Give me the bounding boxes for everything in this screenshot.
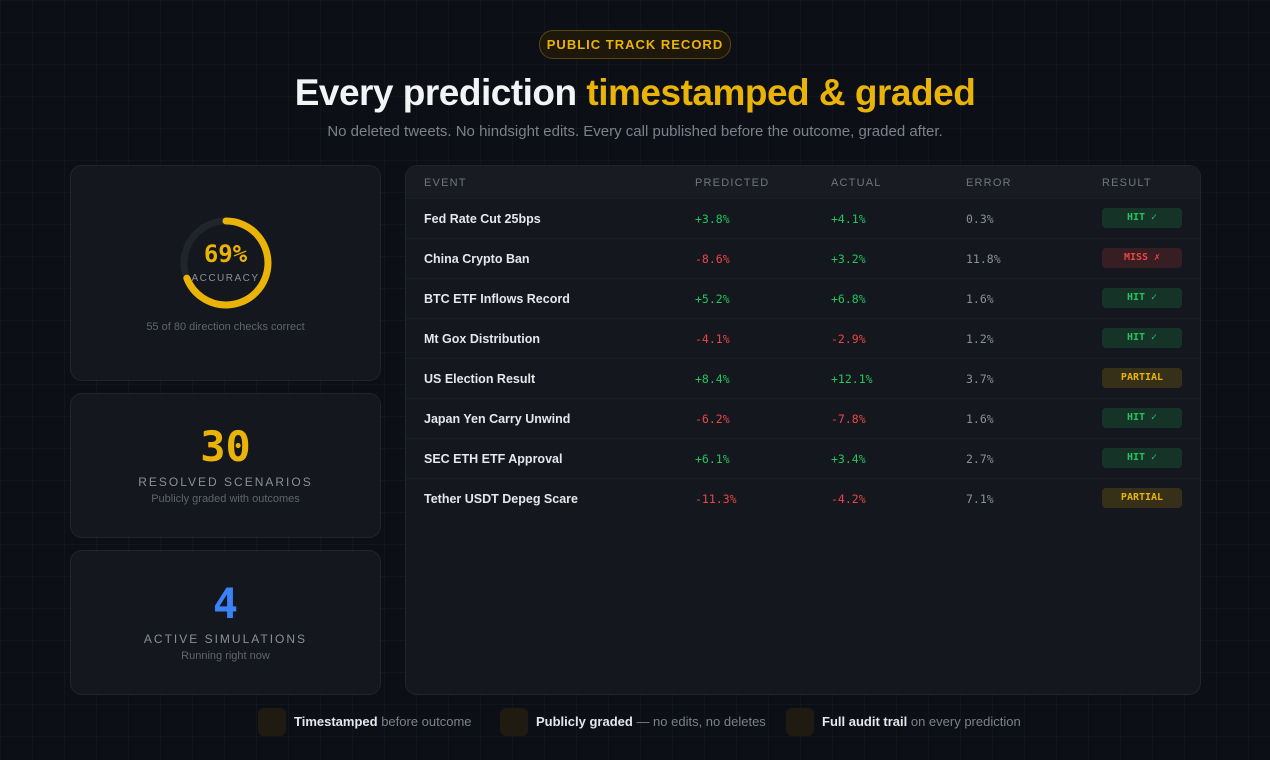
- footer-icon: [500, 708, 528, 736]
- predicted-value: -11.3%: [695, 492, 737, 506]
- event-name: US Election Result: [424, 372, 536, 386]
- footer-icon: [258, 708, 286, 736]
- result-badge: HIT ✓: [1102, 328, 1182, 348]
- title-main: Every prediction: [294, 72, 577, 113]
- result-badge: MISS ✗: [1102, 248, 1182, 268]
- accuracy-caption: ACCURACY: [191, 273, 260, 284]
- result-badge: PARTIAL: [1102, 368, 1182, 388]
- footer-strong: Publicly graded: [536, 714, 633, 729]
- event-name: Fed Rate Cut 25bps: [424, 212, 541, 226]
- result-badge: HIT ✓: [1102, 448, 1182, 468]
- footer-item: Timestamped before outcome: [258, 708, 472, 736]
- accuracy-card: 69% ACCURACY 55 of 80 direction checks c…: [70, 165, 381, 381]
- active-label: ACTIVE SIMULATIONS: [143, 632, 308, 646]
- error-value: 1.6%: [966, 292, 994, 306]
- badge: PUBLIC TRACK RECORD: [539, 30, 731, 59]
- subtitle: No deleted tweets. No hindsight edits. E…: [327, 123, 943, 140]
- resolved-note: Publicly graded with outcomes: [151, 493, 300, 505]
- predicted-value: -8.6%: [695, 252, 730, 266]
- footer-text: on every prediction: [910, 714, 1021, 729]
- resolved-label: RESOLVED SCENARIOS: [138, 475, 313, 489]
- error-value: 1.6%: [966, 412, 994, 426]
- table-row: US Election Result +8.4% +12.1% 3.7% PARTIAL: [406, 358, 1200, 399]
- active-note: Running right now: [181, 650, 270, 662]
- column-header: PREDICTED: [695, 177, 770, 189]
- results-table: EVENT PREDICTED ACTUAL ERROR RESULT Fed Rate …: [405, 165, 1201, 695]
- event-name: SEC ETH ETF Approval: [424, 452, 563, 466]
- event-name: BTC ETF Inflows Record: [424, 292, 570, 306]
- error-value: 11.8%: [966, 252, 1001, 266]
- actual-value: +6.8%: [831, 292, 866, 306]
- column-header: ERROR: [966, 177, 1012, 189]
- table-row: China Crypto Ban -8.6% +3.2% 11.8% MISS ✗: [406, 238, 1200, 279]
- result-badge: PARTIAL: [1102, 488, 1182, 508]
- title: Every prediction timestamped & graded: [0, 72, 1270, 114]
- table-row: SEC ETH ETF Approval +6.1% +3.4% 2.7% HIT ✓: [406, 438, 1200, 479]
- active-card: 4 ACTIVE SIMULATIONS Running right now: [70, 550, 381, 695]
- accuracy-value: 69%: [203, 240, 248, 268]
- error-value: 0.3%: [966, 212, 994, 226]
- result-badge: HIT ✓: [1102, 288, 1182, 308]
- table-row: Fed Rate Cut 25bps +3.8% +4.1% 0.3% HIT ✓: [406, 198, 1200, 239]
- error-value: 1.2%: [966, 332, 994, 346]
- actual-value: -7.8%: [831, 412, 866, 426]
- event-name: China Crypto Ban: [424, 252, 530, 266]
- error-value: 3.7%: [966, 372, 994, 386]
- accuracy-note: 55 of 80 direction checks correct: [146, 321, 305, 333]
- footer-text: — no edits, no deletes: [636, 714, 766, 729]
- event-name: Mt Gox Distribution: [424, 332, 540, 346]
- footer-item: Publicly graded — no edits, no deletes: [500, 708, 766, 736]
- actual-value: -4.2%: [831, 492, 866, 506]
- ring-arc: [180, 217, 272, 309]
- column-header: EVENT: [424, 177, 467, 189]
- footer-text: before outcome: [381, 714, 472, 729]
- actual-value: +3.4%: [831, 452, 866, 466]
- resolved-value: 30: [200, 422, 251, 471]
- footer-item: Full audit trail on every prediction: [786, 708, 1021, 736]
- actual-value: +12.1%: [831, 372, 873, 386]
- table-row: Mt Gox Distribution -4.1% -2.9% 1.2% HIT ✓: [406, 318, 1200, 359]
- resolved-card: 30 RESOLVED SCENARIOS Publicly graded wi…: [70, 393, 381, 538]
- active-value: 4: [212, 579, 239, 628]
- result-badge: HIT ✓: [1102, 408, 1182, 428]
- error-value: 2.7%: [966, 452, 994, 466]
- footer-icon: [786, 708, 814, 736]
- accuracy-ring: [180, 217, 272, 309]
- table-row: BTC ETF Inflows Record +5.2% +6.8% 1.6% HIT …: [406, 278, 1200, 319]
- table-row: Japan Yen Carry Unwind -6.2% -7.8% 1.6% HIT …: [406, 398, 1200, 439]
- title-accent: timestamped & graded: [586, 72, 976, 113]
- footer-strong: Timestamped: [294, 714, 378, 729]
- predicted-value: +3.8%: [695, 212, 730, 226]
- header-bg: [406, 166, 1200, 198]
- error-value: 7.1%: [966, 492, 994, 506]
- predicted-value: +5.2%: [695, 292, 730, 306]
- actual-value: +4.1%: [831, 212, 866, 226]
- actual-value: -2.9%: [831, 332, 866, 346]
- result-badge: HIT ✓: [1102, 208, 1182, 228]
- predicted-value: +8.4%: [695, 372, 730, 386]
- column-header: RESULT: [1102, 177, 1152, 189]
- actual-value: +3.2%: [831, 252, 866, 266]
- table-row: Tether USDT Depeg Scare -11.3% -4.2% 7.1% PA…: [406, 478, 1200, 519]
- footer-strong: Full audit trail: [822, 714, 908, 729]
- predicted-value: -6.2%: [695, 412, 730, 426]
- event-name: Tether USDT Depeg Scare: [424, 492, 578, 506]
- event-name: Japan Yen Carry Unwind: [424, 412, 571, 426]
- predicted-value: +6.1%: [695, 452, 730, 466]
- column-header: ACTUAL: [831, 177, 882, 189]
- predicted-value: -4.1%: [695, 332, 730, 346]
